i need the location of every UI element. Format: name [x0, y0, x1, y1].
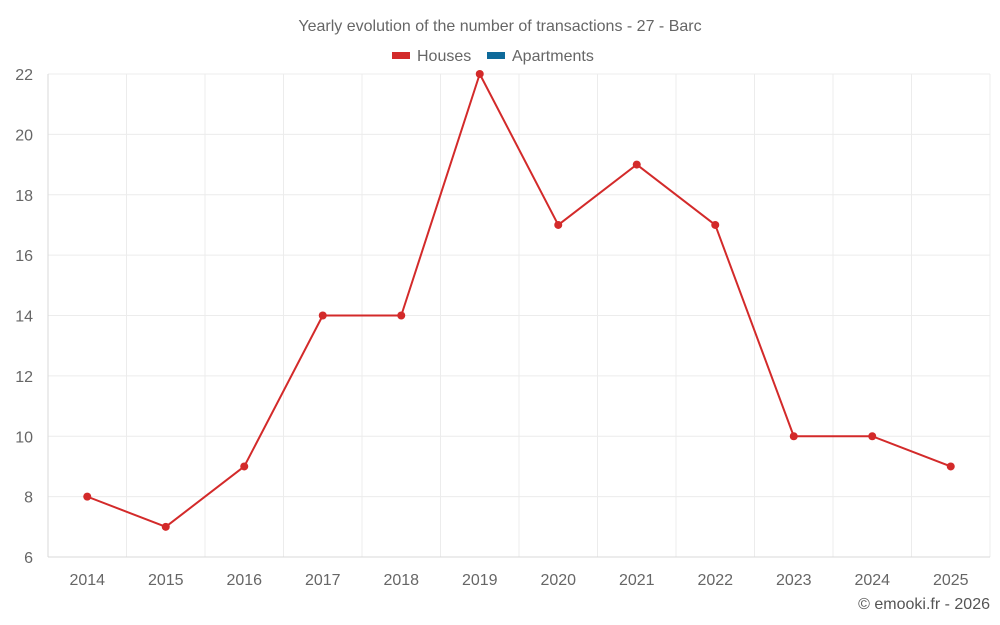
- y-tick-label: 8: [24, 490, 33, 507]
- x-tick-label: 2015: [148, 572, 184, 589]
- x-tick-label: 2014: [69, 572, 105, 589]
- y-tick-label: 16: [15, 248, 33, 265]
- legend-swatch: [487, 52, 505, 59]
- x-tick-label: 2021: [619, 572, 655, 589]
- legend-item-apartments[interactable]: Apartments: [487, 48, 594, 65]
- legend: Houses Apartments: [392, 48, 594, 65]
- data-point[interactable]: [397, 311, 406, 320]
- x-tick-label: 2020: [540, 572, 576, 589]
- y-tick-label: 10: [15, 429, 33, 446]
- data-point[interactable]: [318, 311, 327, 320]
- data-point[interactable]: [946, 462, 955, 471]
- x-tick-label: 2017: [305, 572, 341, 589]
- legend-label: Apartments: [512, 48, 594, 65]
- x-tick-label: 2024: [854, 572, 890, 589]
- data-point[interactable]: [554, 220, 563, 229]
- x-tick-label: 2022: [697, 572, 733, 589]
- legend-item-houses[interactable]: Houses: [392, 48, 471, 65]
- x-tick-label: 2019: [462, 572, 498, 589]
- x-axis-ticks: 2014 2015 2016 2017 2018 2019 2020 2021 2022 2023…: [69, 572, 968, 589]
- data-point[interactable]: [475, 70, 484, 78]
- x-tick-label: 2018: [383, 572, 419, 589]
- data-point[interactable]: [240, 462, 249, 471]
- y-tick-label: 6: [24, 550, 33, 567]
- series-layer: [83, 70, 955, 531]
- data-point[interactable]: [868, 432, 877, 441]
- y-tick-label: 22: [15, 67, 33, 84]
- x-tick-label: 2016: [226, 572, 262, 589]
- legend-label: Houses: [417, 48, 471, 65]
- grid: [47, 73, 991, 558]
- data-point[interactable]: [711, 220, 720, 229]
- x-tick-label: 2025: [933, 572, 969, 589]
- y-tick-label: 12: [15, 369, 33, 386]
- data-point[interactable]: [632, 160, 641, 169]
- y-tick-label: 20: [15, 127, 33, 144]
- credit-text: © emooki.fr - 2026: [858, 596, 990, 613]
- data-point[interactable]: [789, 432, 798, 441]
- x-tick-label: 2023: [776, 572, 812, 589]
- data-point[interactable]: [161, 522, 170, 531]
- series-houses: [83, 70, 955, 531]
- series-line: [86, 73, 952, 528]
- chart-title: Yearly evolution of the number of transa…: [298, 18, 701, 35]
- y-axis-ticks: 6 8 10 12 14 16 18 20 22: [15, 67, 33, 567]
- data-point[interactable]: [83, 492, 92, 501]
- legend-swatch: [392, 52, 410, 59]
- axes: [47, 74, 990, 558]
- y-tick-label: 18: [15, 188, 33, 205]
- y-tick-label: 14: [15, 309, 33, 326]
